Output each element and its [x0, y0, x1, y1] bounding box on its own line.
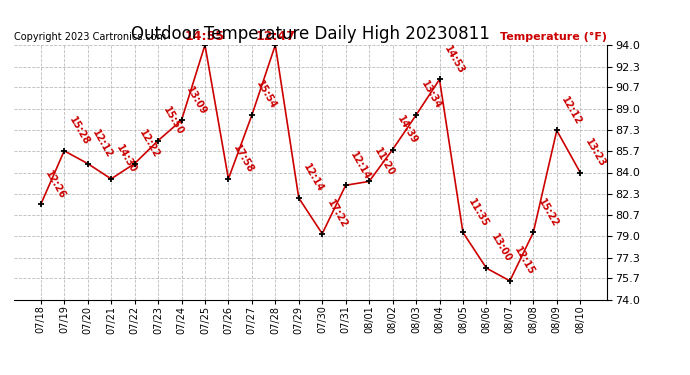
Text: 15:22: 15:22	[536, 197, 560, 229]
Text: 15:54: 15:54	[255, 80, 279, 111]
Text: 12:14: 12:14	[348, 150, 373, 182]
Text: 12:26: 12:26	[43, 169, 68, 201]
Text: 13:23: 13:23	[583, 137, 607, 169]
Text: 13:34: 13:34	[419, 80, 443, 111]
Text: 15:50: 15:50	[161, 105, 185, 137]
Text: 12:15: 12:15	[513, 245, 537, 277]
Text: 14:55: 14:55	[185, 30, 225, 43]
Text: 14:30: 14:30	[114, 143, 138, 175]
Text: 12:47: 12:47	[255, 30, 295, 43]
Text: 13:00: 13:00	[489, 232, 513, 264]
Text: 17:22: 17:22	[325, 198, 349, 230]
Text: Copyright 2023 Cartronics.com: Copyright 2023 Cartronics.com	[14, 33, 166, 42]
Text: 15:28: 15:28	[67, 115, 91, 147]
Text: 12:12: 12:12	[90, 128, 115, 160]
Text: 12:22: 12:22	[137, 128, 161, 160]
Title: Outdoor Temperature Daily High 20230811: Outdoor Temperature Daily High 20230811	[131, 26, 490, 44]
Text: 17:58: 17:58	[231, 143, 255, 175]
Text: 13:09: 13:09	[184, 84, 208, 116]
Text: 12:14: 12:14	[302, 162, 326, 194]
Text: 12:12: 12:12	[560, 95, 584, 127]
Text: Temperature (°F): Temperature (°F)	[500, 32, 607, 42]
Text: 11:35: 11:35	[466, 197, 490, 229]
Text: 11:20: 11:20	[372, 146, 396, 178]
Text: 14:53: 14:53	[442, 44, 466, 76]
Text: 14:39: 14:39	[395, 114, 420, 146]
